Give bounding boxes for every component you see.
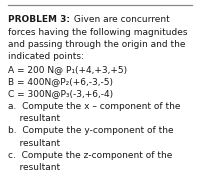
Text: forces having the following magnitudes: forces having the following magnitudes xyxy=(8,28,188,37)
Text: resultant: resultant xyxy=(8,163,60,171)
Text: indicated points:: indicated points: xyxy=(8,52,84,61)
Text: a.  Compute the x – component of the: a. Compute the x – component of the xyxy=(8,102,180,111)
Text: C = 300N@P₃(-3,+6,-4): C = 300N@P₃(-3,+6,-4) xyxy=(8,89,113,98)
Text: PROBLEM 3:: PROBLEM 3: xyxy=(8,15,70,24)
Text: A = 200 N@ P₁(+4,+3,+5): A = 200 N@ P₁(+4,+3,+5) xyxy=(8,65,127,74)
Text: Given are concurrent: Given are concurrent xyxy=(71,15,170,24)
Text: resultant: resultant xyxy=(8,114,60,123)
Text: b.  Compute the y-component of the: b. Compute the y-component of the xyxy=(8,126,174,135)
Text: B = 400N@P₂(+6,-3,-5): B = 400N@P₂(+6,-3,-5) xyxy=(8,77,113,86)
Text: resultant: resultant xyxy=(8,139,60,148)
Text: c.  Compute the z-component of the: c. Compute the z-component of the xyxy=(8,151,172,160)
Text: and passing through the origin and the: and passing through the origin and the xyxy=(8,40,186,49)
